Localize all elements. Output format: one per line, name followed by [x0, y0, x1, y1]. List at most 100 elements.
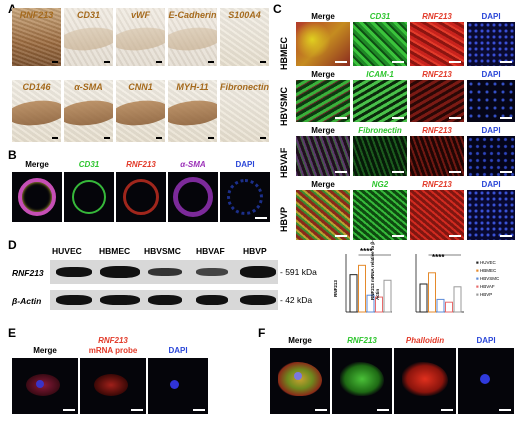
- legend-item: ■ HUVEC: [476, 260, 496, 265]
- row-label-hbmec: HBMEC: [279, 37, 289, 70]
- c-header-ng2: NG2: [371, 180, 389, 189]
- f-image-merge: [270, 348, 330, 414]
- band: [196, 295, 228, 305]
- ihc-tile-cd146: CD146: [12, 80, 61, 142]
- legend-item: ■ HBMEC: [476, 268, 497, 273]
- f-image-rnf213: [332, 348, 392, 414]
- ihc-label: vWF: [131, 10, 150, 20]
- lane-label: HUVEC: [52, 246, 82, 256]
- cell-image-hbvaf-merge: [296, 136, 350, 176]
- ihc-label: Fibronectin: [220, 82, 269, 92]
- blot-label-beta-actin: β-Actin: [12, 296, 42, 306]
- e-image-merge: [12, 358, 78, 414]
- e-header-dapi: DAPI: [168, 346, 188, 355]
- f-image-phalloidin: [394, 348, 456, 414]
- ihc-label: α-SMA: [74, 82, 103, 92]
- lane-label: HBVAF: [196, 246, 225, 256]
- cell-image-hbvaf-rnf213: [410, 136, 464, 176]
- c-header-dapi: DAPI: [481, 70, 501, 79]
- bar-huvec: [349, 274, 358, 313]
- panel-b-header-rnf213: RNF213: [126, 160, 156, 169]
- chart1-significance: ****: [360, 247, 373, 256]
- legend-item: ■ HBVSMC: [476, 276, 500, 281]
- panel-b-header-a-sma: α-SMA: [180, 160, 206, 169]
- row-label-hbvsmc: HBVSMC: [279, 86, 289, 126]
- ihc-label: CNN1: [128, 82, 153, 92]
- ihc-tile-myh-11: MYH-11: [168, 80, 217, 142]
- scale-bar: [52, 137, 58, 139]
- f-header-phalloidin: Phalloidin: [405, 336, 445, 345]
- lane-label: HBVP: [243, 246, 267, 256]
- ihc-label: MYH-11: [176, 82, 209, 92]
- band: [196, 268, 228, 276]
- c-header-rnf213: RNF213: [422, 126, 452, 135]
- ihc-tile-cnn1: CNN1: [116, 80, 165, 142]
- size-marker-42: - 42 kDa: [280, 295, 313, 305]
- bar-huvec: [419, 283, 428, 313]
- size-label: 42 kDa: [285, 295, 313, 305]
- scale-bar: [260, 61, 266, 63]
- cell-image-hbvp-ng2: [353, 190, 407, 240]
- e-header-rnf213: RNF213: [98, 336, 128, 345]
- bar-hbvp: [383, 279, 392, 313]
- ihc-tile-rnf213: RNF213: [12, 8, 61, 66]
- f-header-dapi: DAPI: [476, 336, 496, 345]
- e-header-merge: Merge: [33, 346, 57, 355]
- cell-image-hbvp-dapi: [467, 190, 515, 240]
- blot-label-rnf213: RNF213: [12, 268, 44, 278]
- c-header-rnf213: RNF213: [422, 70, 452, 79]
- c-header-merge: Merge: [311, 180, 335, 189]
- scale-bar: [104, 137, 110, 139]
- scale-bar: [156, 61, 162, 63]
- panel-label-f: F: [258, 326, 266, 340]
- e-header-probe: mRNA probe: [88, 346, 138, 355]
- chart2-significance: ****: [432, 253, 445, 262]
- cell-image-hbvsmc-dapi: [467, 80, 515, 122]
- cell-image-hbvsmc-rnf213: [410, 80, 464, 122]
- panel-b-header-merge: Merge: [25, 160, 49, 169]
- ihc-tile-fibronectin: Fibronectin: [220, 80, 269, 142]
- scale-bar: [104, 61, 110, 63]
- e-image-rnf213: [80, 358, 146, 414]
- cell-image-hbvsmc-merge: [296, 80, 350, 122]
- c-header-dapi: DAPI: [481, 180, 501, 189]
- band: [56, 295, 92, 305]
- panel-b-header-cd31: CD31: [78, 160, 100, 169]
- c-header-merge: Merge: [311, 126, 335, 135]
- scale-bar: [255, 217, 267, 219]
- c-header-rnf213: RNF213: [422, 12, 452, 21]
- bar-hbmec: [428, 272, 436, 313]
- ihc-tile-s100a4: S100A4: [220, 8, 269, 66]
- c-header-cd31: CD31: [369, 12, 391, 21]
- legend-item: ■ HBVAF: [476, 284, 495, 289]
- band: [148, 295, 182, 305]
- panel-label-c: C: [273, 2, 282, 16]
- cell-image-hbvp-rnf213: [410, 190, 464, 240]
- vessel-image-cd31: [64, 172, 114, 222]
- scale-bar: [156, 137, 162, 139]
- cell-image-hbmec-rnf213: [410, 22, 464, 66]
- size-marker-591: - 591 kDa: [280, 267, 317, 277]
- blot-rnf213: [50, 260, 278, 284]
- e-image-dapi: [148, 358, 208, 414]
- cell-image-hbvaf-dapi: [467, 136, 515, 176]
- ihc-tile-e-cadherin: E-Cadherin: [168, 8, 217, 66]
- chart1-ylabel: RNF213: [332, 280, 338, 297]
- blot-beta-actin: [50, 290, 278, 310]
- bar-hbvaf: [445, 301, 453, 313]
- chart2-bars: [419, 254, 462, 313]
- band: [148, 268, 182, 276]
- vessel-image-dapi: [220, 172, 270, 222]
- legend-item: ■ HBVP: [476, 292, 493, 297]
- ihc-label: S100A4: [228, 10, 261, 20]
- panel-label-d: D: [8, 238, 17, 252]
- c-header-fibronectin: Fibronectin: [358, 126, 402, 135]
- c-header-dapi: DAPI: [481, 126, 501, 135]
- band: [100, 295, 140, 305]
- scale-bar: [208, 137, 214, 139]
- row-label-hbvp: HBVP: [279, 206, 289, 232]
- ihc-tile-a-sma: α-SMA: [64, 80, 113, 142]
- f-image-dapi: [458, 348, 514, 414]
- row-label-hbvaf: HBVAF: [279, 147, 289, 178]
- lane-label: HBVSMC: [144, 246, 181, 256]
